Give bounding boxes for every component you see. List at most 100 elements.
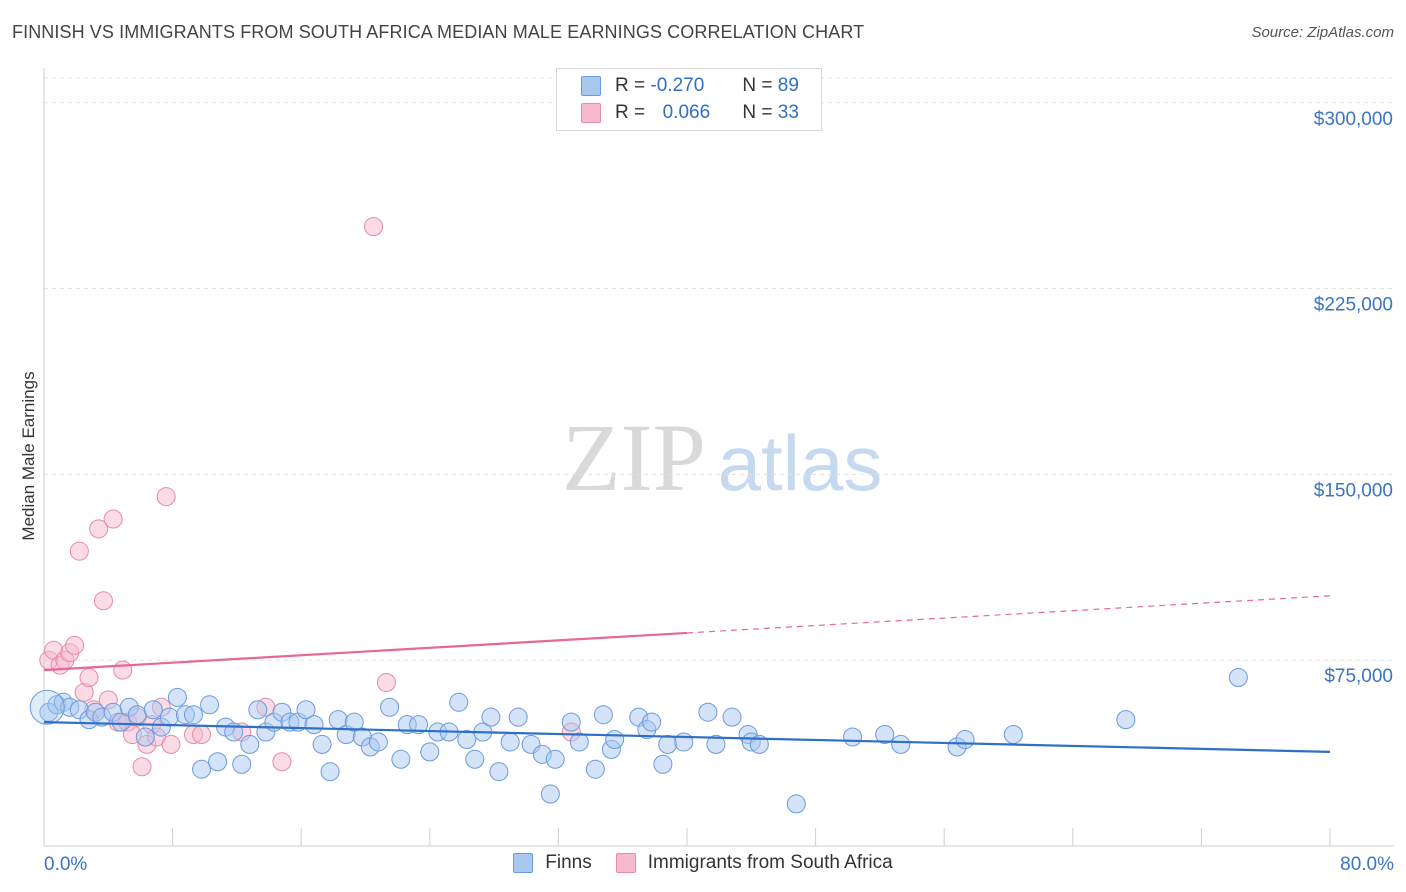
finn-point-63	[585, 759, 605, 779]
sa-swatch	[581, 103, 601, 123]
sa-point-27	[192, 725, 212, 745]
finn-point-32	[296, 700, 316, 720]
x-tick-min: 0.0%	[44, 854, 87, 875]
finn-point-88	[29, 689, 65, 725]
finn-point-62	[569, 732, 589, 752]
correlation-legend: R = -0.270 N = 89 R = 0.066 N = 33	[556, 68, 822, 131]
finn-point-78	[749, 734, 769, 754]
finn-point-38	[344, 712, 364, 732]
finn-point-46	[420, 742, 440, 762]
finn-point-9	[111, 712, 131, 732]
finn-point-61	[561, 712, 581, 732]
y-tick-label-2: $225,000	[1314, 295, 1393, 316]
finn-point-85	[1003, 725, 1023, 745]
sa-point-10	[89, 519, 109, 539]
finn-point-87	[1228, 668, 1248, 688]
axes	[43, 68, 1394, 847]
finn-point-69	[642, 712, 662, 732]
sa-point-19	[132, 757, 152, 777]
finn-point-21	[208, 752, 228, 772]
finns-n-label: N =	[742, 75, 773, 96]
finns-legend-label: Finns	[545, 852, 592, 873]
finn-point-41	[368, 732, 388, 752]
finn-point-60	[545, 749, 565, 769]
finn-point-24	[232, 754, 252, 774]
sa-n-label: N =	[742, 102, 773, 123]
watermark-atlas: atlas	[718, 419, 883, 507]
watermark-zip: ZIP	[562, 404, 706, 511]
gridlines	[44, 77, 1394, 661]
finn-point-13	[143, 700, 163, 720]
finn-point-54	[489, 762, 509, 782]
sa-point-13	[103, 509, 123, 529]
watermark: ZIP atlas	[562, 404, 882, 511]
finn-points	[29, 668, 1248, 814]
finns-r-value: -0.270	[650, 75, 705, 96]
finn-point-34	[312, 734, 332, 754]
finn-point-11	[127, 705, 147, 725]
sa-trend-dashed	[686, 595, 1331, 634]
sa-point-8	[79, 668, 99, 688]
sa-point-31	[364, 217, 384, 237]
sa-point-32	[376, 672, 396, 692]
finn-point-49	[449, 692, 469, 712]
finn-point-70	[653, 754, 673, 774]
y-tick-label-0: $75,000	[1324, 666, 1393, 687]
sa-point-5	[65, 635, 85, 655]
finn-point-33	[304, 715, 324, 735]
sa-legend-label: Immigrants from South Africa	[647, 852, 893, 873]
chart-title: FINNISH VS IMMIGRANTS FROM SOUTH AFRICA …	[12, 22, 865, 42]
y-tick-label-3: $300,000	[1314, 109, 1393, 130]
finn-point-75	[722, 707, 742, 727]
source-label: Source: ZipAtlas.com	[1251, 24, 1394, 41]
finns-r-label: R =	[615, 75, 646, 96]
finn-point-74	[706, 734, 726, 754]
finn-point-55	[500, 732, 520, 752]
legend-item-finns[interactable]: Finns	[513, 852, 592, 874]
finn-point-82	[891, 734, 911, 754]
sa-point-15	[113, 660, 133, 680]
finn-point-19	[192, 759, 212, 779]
finn-point-86	[1116, 710, 1136, 730]
finn-point-84	[955, 729, 975, 749]
finn-point-71	[658, 734, 678, 754]
finn-point-35	[320, 762, 340, 782]
y-axis-title: Median Male Earnings	[19, 371, 38, 540]
finn-point-56	[508, 707, 528, 727]
finn-point-72	[674, 732, 694, 752]
y-tick-labels: $75,000 $150,000 $225,000 $300,000	[1314, 109, 1393, 687]
x-tick-max: 80.0%	[1340, 854, 1394, 875]
finn-point-59	[540, 784, 560, 804]
legend-item-sa[interactable]: Immigrants from South Africa	[615, 852, 893, 874]
sa-points	[39, 217, 581, 777]
finn-point-16	[167, 687, 187, 707]
finn-point-43	[391, 749, 411, 769]
sa-point-25	[161, 734, 181, 754]
sa-r-label: R =	[615, 102, 646, 123]
sa-point-24	[156, 487, 176, 507]
finn-point-18	[183, 705, 203, 725]
finn-point-79	[786, 794, 806, 814]
finn-point-51	[465, 749, 485, 769]
sa-trend-solid	[43, 631, 688, 672]
finn-point-64	[593, 705, 613, 725]
finn-point-15	[159, 707, 179, 727]
finn-point-42	[380, 697, 400, 717]
sa-n-value: 33	[777, 102, 799, 123]
sa-point-6	[69, 541, 89, 561]
finn-point-73	[698, 702, 718, 722]
y-tick-label-1: $150,000	[1314, 480, 1393, 501]
finn-point-45	[409, 715, 429, 735]
sa-r-value: 0.066	[662, 102, 711, 123]
finns-legend-swatch	[513, 853, 534, 873]
finn-point-80	[843, 727, 863, 747]
finn-point-53	[481, 707, 501, 727]
finns-n-value: 89	[777, 75, 799, 96]
finns-trend-solid	[43, 721, 1331, 753]
sa-point-11	[93, 591, 113, 611]
finn-point-25	[240, 734, 260, 754]
sa-point-30	[272, 752, 292, 772]
finn-point-20	[200, 695, 220, 715]
series-legend: Finns Immigrants from South Africa	[0, 852, 1406, 874]
